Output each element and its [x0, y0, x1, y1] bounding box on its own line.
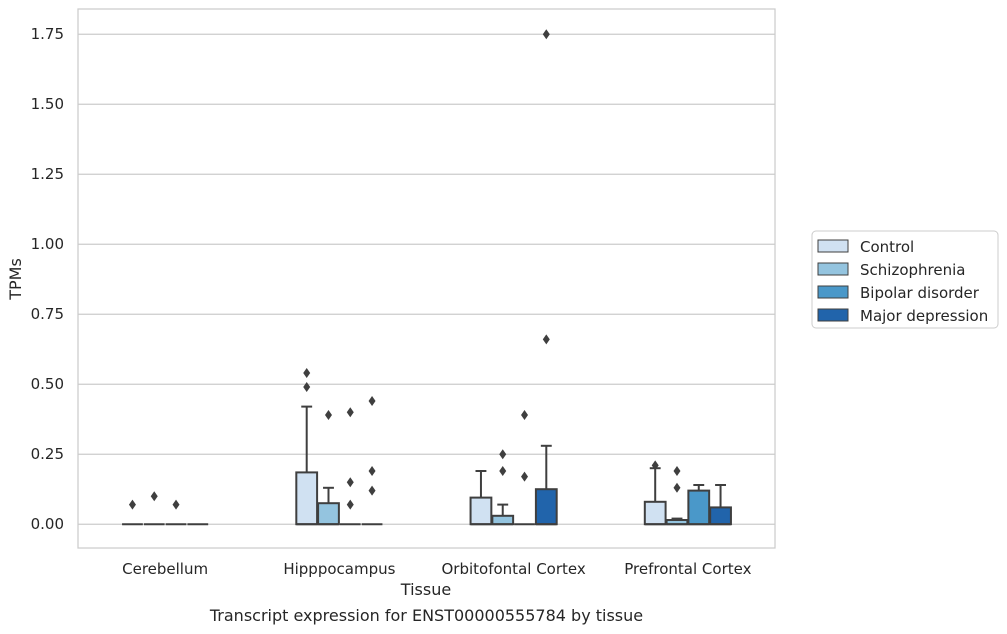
- legend-item: Schizophrenia: [817, 261, 965, 279]
- y-axis-title: TPMs: [6, 258, 25, 301]
- box: [643, 500, 667, 526]
- legend-swatch: [817, 262, 849, 276]
- box: [295, 471, 319, 526]
- y-tick-label: 1.50: [31, 95, 64, 113]
- y-tick-label: 1.00: [31, 235, 64, 253]
- legend-label: Control: [860, 238, 914, 256]
- outlier-point: [346, 499, 354, 510]
- outlier-point: [172, 499, 180, 510]
- outlier-point: [521, 471, 529, 482]
- outlier-point: [346, 407, 354, 418]
- box-group: [317, 410, 340, 526]
- outlier-point: [499, 449, 507, 460]
- box-group: [514, 410, 535, 526]
- box: [709, 506, 732, 526]
- legend-swatch: [817, 239, 849, 253]
- x-tick-label: Prefrontal Cortex: [624, 560, 751, 578]
- box: [491, 514, 515, 526]
- outlier-point: [368, 466, 376, 476]
- outlier-point: [346, 477, 354, 488]
- box: [317, 502, 340, 526]
- outlier-point: [324, 410, 332, 420]
- outlier-point: [673, 482, 681, 493]
- legend-item: Bipolar disorder: [817, 284, 980, 302]
- box-group: [295, 368, 319, 526]
- outlier-point: [368, 396, 376, 406]
- gridlines: [78, 33, 775, 525]
- y-tick-label: 0.25: [31, 445, 64, 463]
- outlier-point: [128, 499, 136, 510]
- outlier-point: [499, 466, 507, 476]
- legend-label: Major depression: [860, 307, 988, 325]
- box-group: [643, 460, 667, 526]
- legend-item: Control: [817, 238, 914, 256]
- box-group: [143, 491, 165, 526]
- y-tick-label: 1.25: [31, 165, 64, 183]
- box: [687, 489, 711, 526]
- legend-swatch: [817, 285, 849, 299]
- legend-frame: [811, 230, 999, 329]
- outlier-point: [368, 485, 376, 496]
- outlier-point: [542, 29, 550, 40]
- outlier-point: [521, 410, 529, 420]
- legend-item: Major depression: [817, 307, 988, 325]
- box: [469, 496, 493, 526]
- box-group: [687, 484, 711, 526]
- box-group: [665, 466, 689, 526]
- x-tick-label: Orbitofontal Cortex: [442, 560, 586, 578]
- box-group: [709, 484, 732, 526]
- box-group: [491, 449, 515, 526]
- box-group: [122, 499, 143, 526]
- box-group: [361, 396, 383, 526]
- x-axis-title: Tissue: [400, 580, 451, 599]
- box-group: [339, 407, 361, 526]
- y-tick-label: 0.75: [31, 305, 64, 323]
- legend-swatch: [817, 308, 849, 322]
- x-tick-label: Cerebellum: [122, 560, 208, 578]
- outlier-point: [150, 491, 158, 502]
- box-group: [534, 29, 558, 526]
- x-tick-label: Hipppocampus: [283, 560, 395, 578]
- outlier-point: [673, 466, 681, 476]
- boxes: [122, 29, 732, 526]
- legend-label: Bipolar disorder: [860, 284, 980, 302]
- legend-label: Schizophrenia: [860, 261, 965, 279]
- box-group: [165, 499, 187, 526]
- y-tick-label: 1.75: [31, 25, 64, 43]
- outlier-point: [651, 460, 659, 471]
- y-tick-label: 0.50: [31, 375, 64, 393]
- box: [534, 488, 558, 526]
- chart-caption: Transcript expression for ENST0000055578…: [209, 606, 644, 625]
- outlier-point: [542, 334, 550, 345]
- y-tick-label: 0.00: [31, 515, 64, 533]
- plot-area-frame: [77, 8, 776, 549]
- legend: Control Schizophrenia Bipolar disorder Majo…: [811, 230, 999, 329]
- y-tick-labels: 0.00 0.25 0.50 0.75 1.00 1.25 1.50 1.75: [31, 25, 64, 533]
- box-group: [469, 470, 493, 526]
- outlier-point: [303, 368, 311, 378]
- x-tick-labels: Cerebellum Hipppocampus Orbitofontal Corte…: [122, 560, 751, 578]
- outlier-point: [303, 382, 311, 392]
